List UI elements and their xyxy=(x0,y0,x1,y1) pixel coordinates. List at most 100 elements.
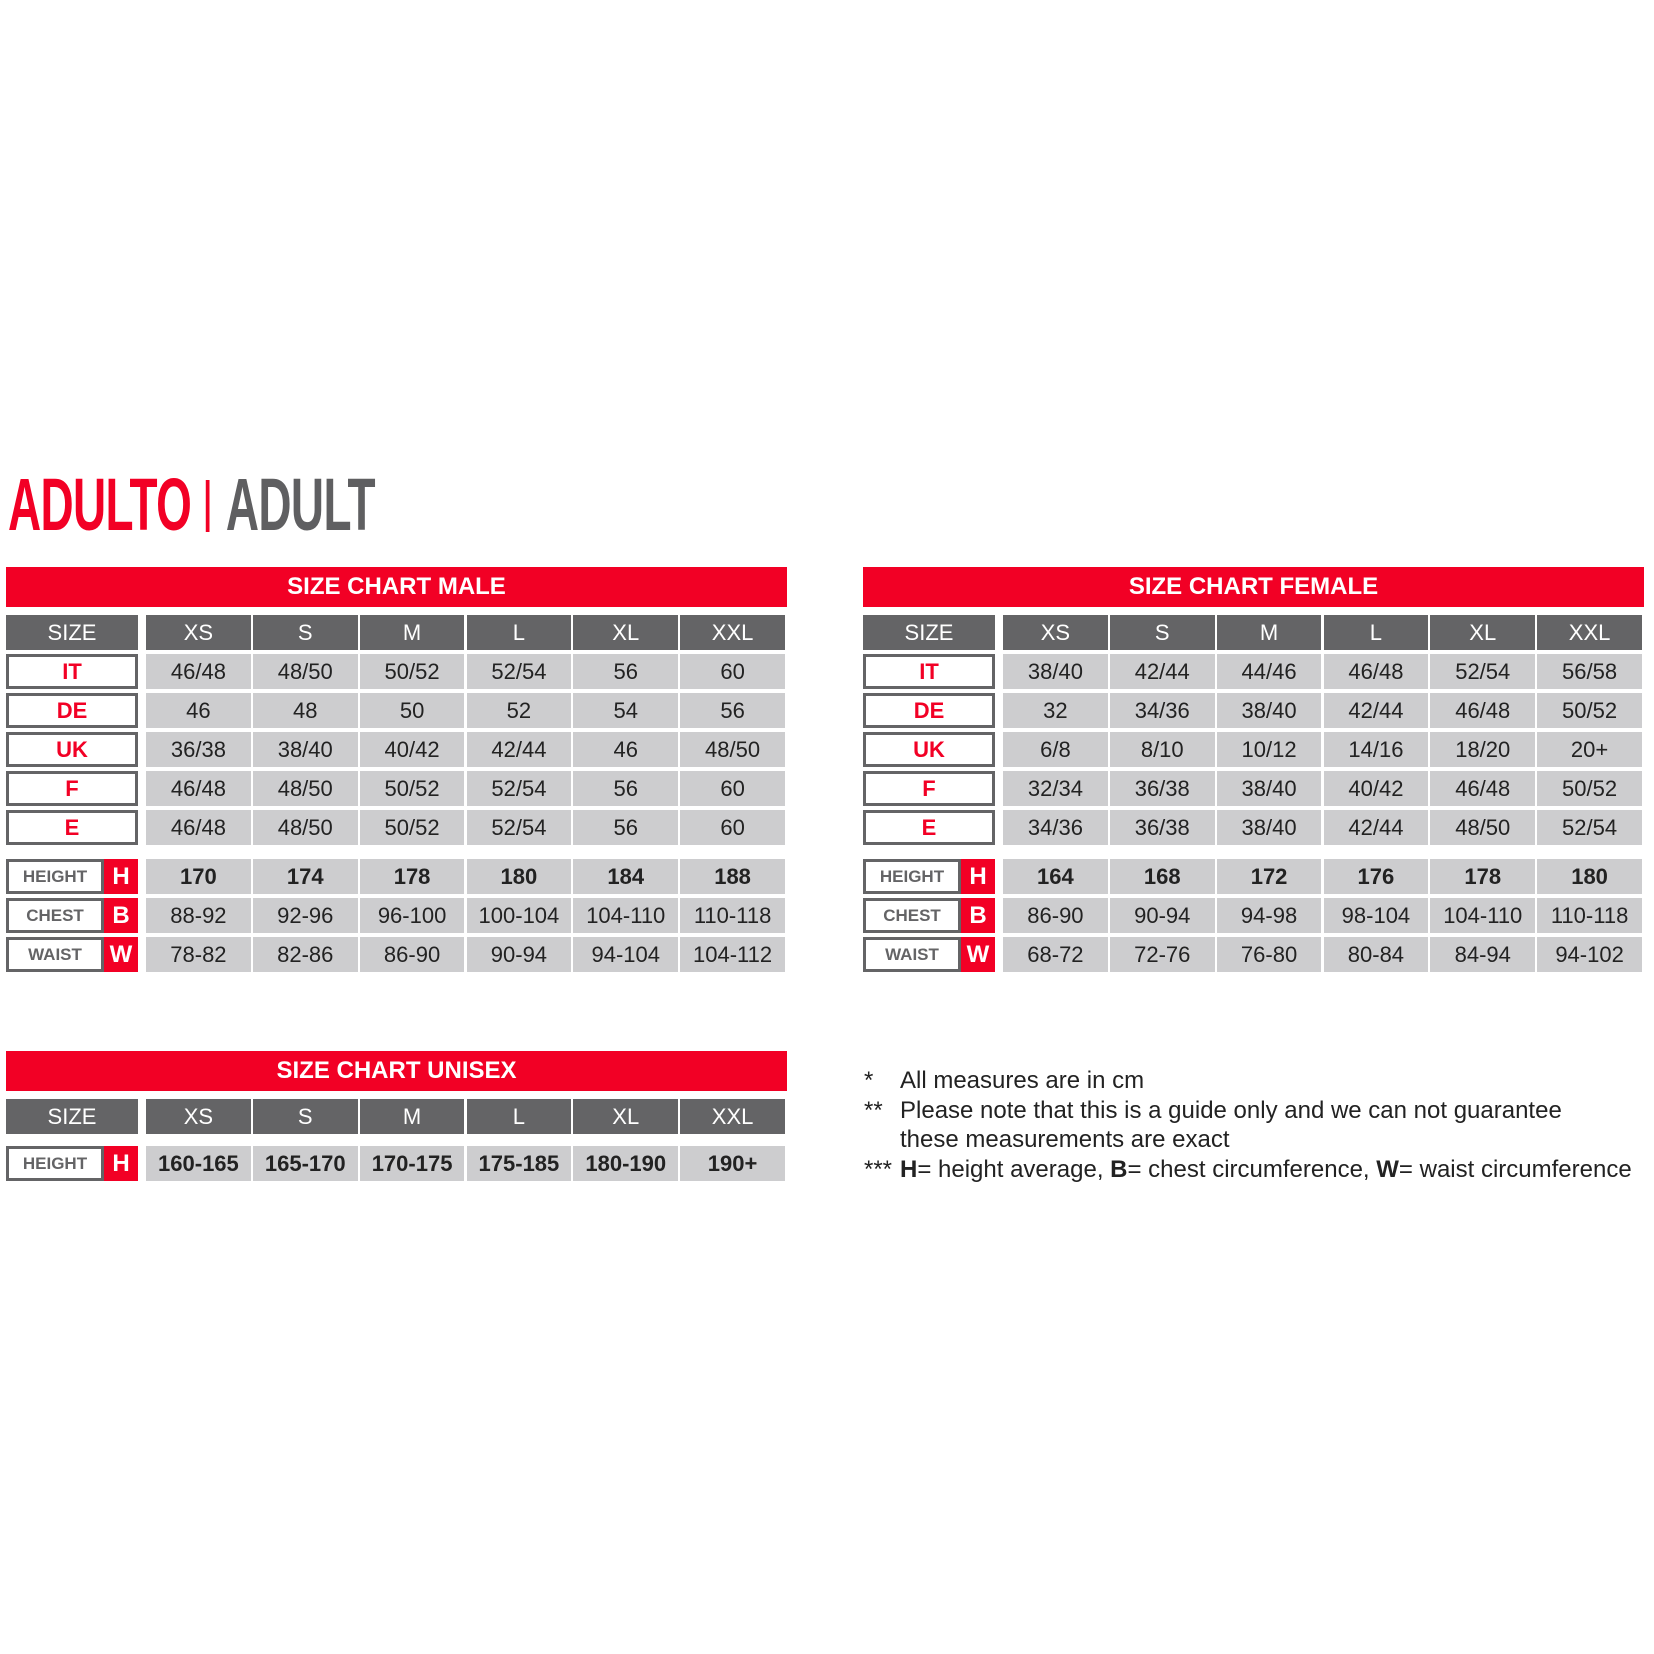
table-cell: 38/40 xyxy=(1216,693,1322,728)
table-cell: 56 xyxy=(573,654,679,689)
footnote: *** H= height average, B= chest circumfer… xyxy=(864,1155,1632,1185)
size-column-header: XXL xyxy=(1537,615,1642,650)
table-cell: 60 xyxy=(680,654,785,689)
table-cell: 34/36 xyxy=(1003,810,1108,845)
table-cell: 10/12 xyxy=(1216,732,1322,767)
measure-label: HEIGHT xyxy=(863,859,961,894)
footnote: * All measures are in cm xyxy=(864,1066,1632,1096)
table-cell: 48/50 xyxy=(680,732,785,767)
footnote-text: these measurements are exact xyxy=(900,1126,1230,1153)
chart-title: SIZE CHART UNISEX xyxy=(6,1051,787,1091)
measure-label: HEIGHT xyxy=(6,1146,104,1181)
table-cell: 38/40 xyxy=(1216,810,1322,845)
table-cell: 44/46 xyxy=(1216,654,1322,689)
size-column-header: XS xyxy=(1003,615,1108,650)
country-label: F xyxy=(6,771,138,806)
measure-label: CHEST xyxy=(863,898,961,933)
table-cell: 86-90 xyxy=(1003,898,1108,933)
table-cell: 40/42 xyxy=(1323,771,1429,806)
table-cell: 50/52 xyxy=(1537,693,1642,728)
table-cell: 46/48 xyxy=(146,810,251,845)
page-title: ADULTO ADULT xyxy=(8,468,375,542)
size-column-header: XXL xyxy=(680,1099,785,1134)
table-cell: 46/48 xyxy=(146,654,251,689)
table-cell: 52/54 xyxy=(1537,810,1642,845)
table-cell: 46/48 xyxy=(1430,771,1536,806)
table-cell: 188 xyxy=(680,859,785,894)
table-cell: 110-118 xyxy=(1537,898,1642,933)
footnote: these measurements are exact xyxy=(864,1125,1632,1155)
table-cell: 52 xyxy=(466,693,572,728)
table-cell: 84-94 xyxy=(1430,937,1536,972)
table-cell: 178 xyxy=(1430,859,1536,894)
size-column-header: XXL xyxy=(680,615,785,650)
table-cell: 104-110 xyxy=(573,898,679,933)
footnote-key: W xyxy=(1376,1155,1399,1183)
table-cell: 42/44 xyxy=(466,732,572,767)
table-cell: 46 xyxy=(146,693,251,728)
table-cell: 180 xyxy=(1537,859,1642,894)
table-cell: 88-92 xyxy=(146,898,251,933)
table-cell: 180 xyxy=(466,859,572,894)
table-cell: 46 xyxy=(573,732,679,767)
table-cell: 164 xyxy=(1003,859,1108,894)
table-cell: 78-82 xyxy=(146,937,251,972)
country-label: UK xyxy=(6,732,138,767)
footnote-text: H= height average, B= chest circumferenc… xyxy=(900,1155,1632,1185)
table-cell: 48/50 xyxy=(252,810,358,845)
size-column-header: S xyxy=(252,1099,358,1134)
size-header: SIZE xyxy=(6,615,138,650)
footnote-text-part: = waist circumference xyxy=(1398,1155,1632,1183)
table-cell: 8/10 xyxy=(1109,732,1215,767)
country-label: E xyxy=(6,810,138,845)
footnote-text-part: = height average, xyxy=(917,1155,1111,1183)
table-cell: 46/48 xyxy=(1430,693,1536,728)
size-column-header: XS xyxy=(146,1099,251,1134)
table-cell: 38/40 xyxy=(252,732,358,767)
measure-letter-badge: H xyxy=(104,1146,138,1181)
table-cell: 170-175 xyxy=(359,1146,465,1181)
table-cell: 92-96 xyxy=(252,898,358,933)
measure-label: WAIST xyxy=(6,937,104,972)
chart-title: SIZE CHART MALE xyxy=(6,567,787,607)
table-cell: 52/54 xyxy=(1430,654,1536,689)
table-cell: 50/52 xyxy=(359,771,465,806)
table-cell: 176 xyxy=(1323,859,1429,894)
table-cell: 42/44 xyxy=(1109,654,1215,689)
table-cell: 14/16 xyxy=(1323,732,1429,767)
footnote-marker: * xyxy=(864,1067,874,1094)
footnotes: * All measures are in cm ** Please note tha… xyxy=(864,1066,1632,1184)
table-cell: 56 xyxy=(573,810,679,845)
measure-letter-badge: B xyxy=(104,898,138,933)
table-cell: 36/38 xyxy=(1109,810,1215,845)
table-cell: 50/52 xyxy=(359,810,465,845)
table-cell: 180-190 xyxy=(573,1146,679,1181)
table-cell: 38/40 xyxy=(1003,654,1108,689)
size-column-header: M xyxy=(359,1099,465,1134)
size-column-header: XS xyxy=(146,615,251,650)
size-header: SIZE xyxy=(863,615,995,650)
table-cell: 18/20 xyxy=(1430,732,1536,767)
measure-label: CHEST xyxy=(6,898,104,933)
table-cell: 52/54 xyxy=(466,771,572,806)
table-cell: 40/42 xyxy=(359,732,465,767)
table-cell: 42/44 xyxy=(1323,810,1429,845)
size-column-header: L xyxy=(1323,615,1429,650)
table-cell: 94-104 xyxy=(573,937,679,972)
size-column-header: M xyxy=(1216,615,1322,650)
size-column-header: S xyxy=(1109,615,1215,650)
size-column-header: L xyxy=(466,615,572,650)
table-cell: 184 xyxy=(573,859,679,894)
table-cell: 6/8 xyxy=(1003,732,1108,767)
table-cell: 50/52 xyxy=(1537,771,1642,806)
table-cell: 68-72 xyxy=(1003,937,1108,972)
table-cell: 34/36 xyxy=(1109,693,1215,728)
table-cell: 160-165 xyxy=(146,1146,251,1181)
footnote-marker xyxy=(864,1125,900,1155)
table-cell: 76-80 xyxy=(1216,937,1322,972)
title-divider xyxy=(206,480,210,532)
size-column-header: XL xyxy=(573,1099,679,1134)
table-cell: 46/48 xyxy=(146,771,251,806)
table-cell: 165-170 xyxy=(252,1146,358,1181)
table-cell: 82-86 xyxy=(252,937,358,972)
